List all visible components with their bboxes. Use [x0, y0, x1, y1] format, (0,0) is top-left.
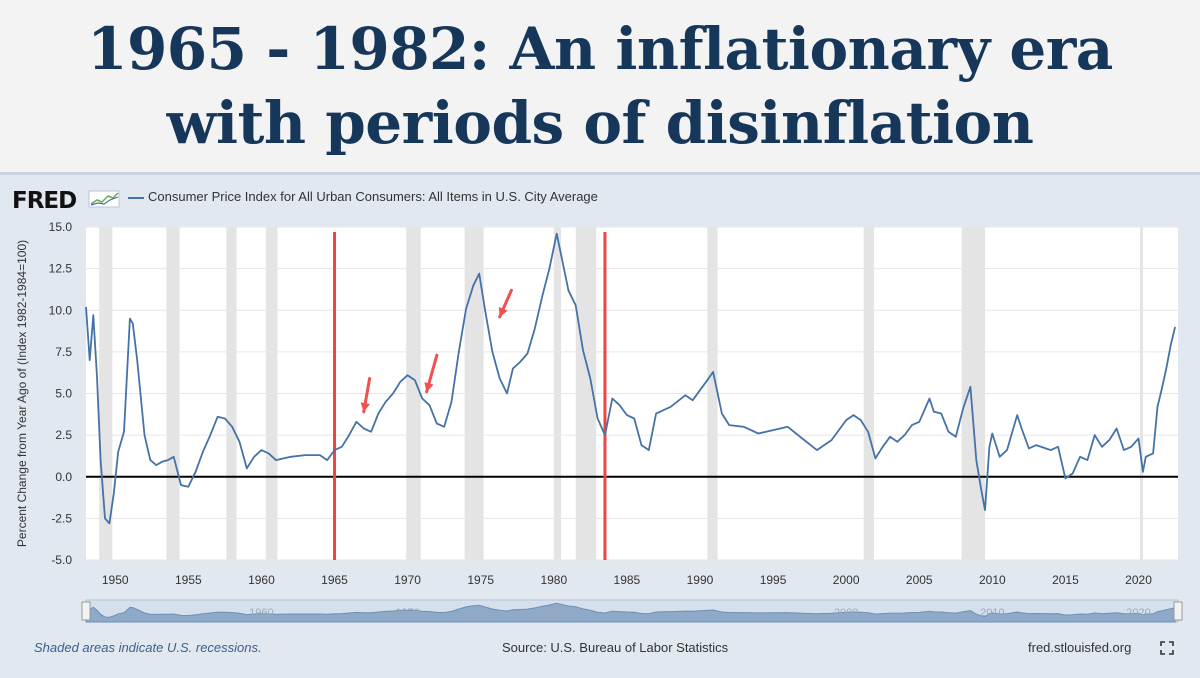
navigator-label: 1960: [249, 607, 273, 619]
x-tick-label: 1995: [760, 573, 787, 587]
disinflation-arrow-head: [424, 382, 434, 392]
y-tick-label: 0.0: [55, 470, 72, 484]
y-tick-label: 12.5: [49, 262, 73, 276]
disinflation-arrow-head: [360, 402, 370, 412]
disinflation-arrow: [498, 288, 513, 319]
legend-swatch: [128, 197, 144, 199]
x-tick-label: 2020: [1125, 573, 1152, 587]
x-tick-label: 1955: [175, 573, 202, 587]
cpi-series-line: [85, 232, 1176, 525]
navigator-handle[interactable]: [81, 601, 91, 621]
x-tick-label: 2005: [906, 573, 933, 587]
recession-note: Shaded areas indicate U.S. recessions.: [34, 640, 262, 655]
site-link[interactable]: fred.stlouisfed.org: [1028, 640, 1132, 655]
x-tick-label: 1975: [467, 573, 494, 587]
x-tick-label: 2000: [833, 573, 860, 587]
disinflation-arrow-head: [498, 306, 508, 317]
y-tick-label: 15.0: [49, 220, 73, 234]
navigator-series-area: [85, 602, 1176, 623]
x-tick-label: 1965: [321, 573, 348, 587]
y-axis-label: Percent Change from Year Ago of (Index 1…: [15, 240, 29, 547]
fred-logo-chart-icon: [88, 190, 120, 208]
fred-logo[interactable]: FRED: [12, 188, 77, 214]
navigator-label: 1970: [395, 607, 419, 619]
y-tick-label: -2.5: [51, 511, 72, 525]
y-tick-label: 5.0: [55, 387, 72, 401]
x-tick-label: 1985: [614, 573, 641, 587]
fred-logo-text: FRED: [12, 188, 77, 214]
source-note: Source: U.S. Bureau of Labor Statistics: [502, 640, 729, 655]
x-tick-label: 1970: [394, 573, 421, 587]
x-tick-label: 2015: [1052, 573, 1079, 587]
navigator-label: 2010: [980, 607, 1004, 619]
legend-series-label[interactable]: Consumer Price Index for All Urban Consu…: [148, 189, 598, 204]
cpi-chart[interactable]: -5.0 -2.5 0.0 2.5 5.0 7.5 10.0 12.5 15.0 1950 1955…: [0, 175, 1200, 675]
x-tick-label: 1980: [540, 573, 567, 587]
x-tick-label: 1950: [102, 573, 129, 587]
x-tick-label: 2010: [979, 573, 1006, 587]
navigator-handle[interactable]: [1173, 601, 1183, 621]
slide-title-line-1: 1965 - 1982: An inflationary era: [87, 15, 1113, 83]
title-banner: 1965 - 1982: An inflationary era with pe…: [0, 0, 1200, 172]
x-tick-label: 1990: [687, 573, 714, 587]
disinflation-arrow: [424, 353, 439, 394]
fred-chart-panel: FRED Consumer Price Index for All Urban …: [0, 175, 1200, 675]
disinflation-arrow: [360, 377, 372, 414]
y-tick-label: 7.5: [55, 345, 72, 359]
x-tick-label: 1960: [248, 573, 275, 587]
navigator-label: 2020: [1126, 607, 1150, 619]
y-tick-label: -5.0: [51, 553, 72, 567]
slide-title-line-2: with periods of disinflation: [166, 89, 1034, 157]
y-tick-label: 2.5: [55, 428, 72, 442]
y-tick-label: 10.0: [49, 303, 73, 317]
navigator-label: 1980: [542, 607, 566, 619]
navigator-label: 2000: [834, 607, 858, 619]
fullscreen-icon[interactable]: [1160, 641, 1174, 655]
